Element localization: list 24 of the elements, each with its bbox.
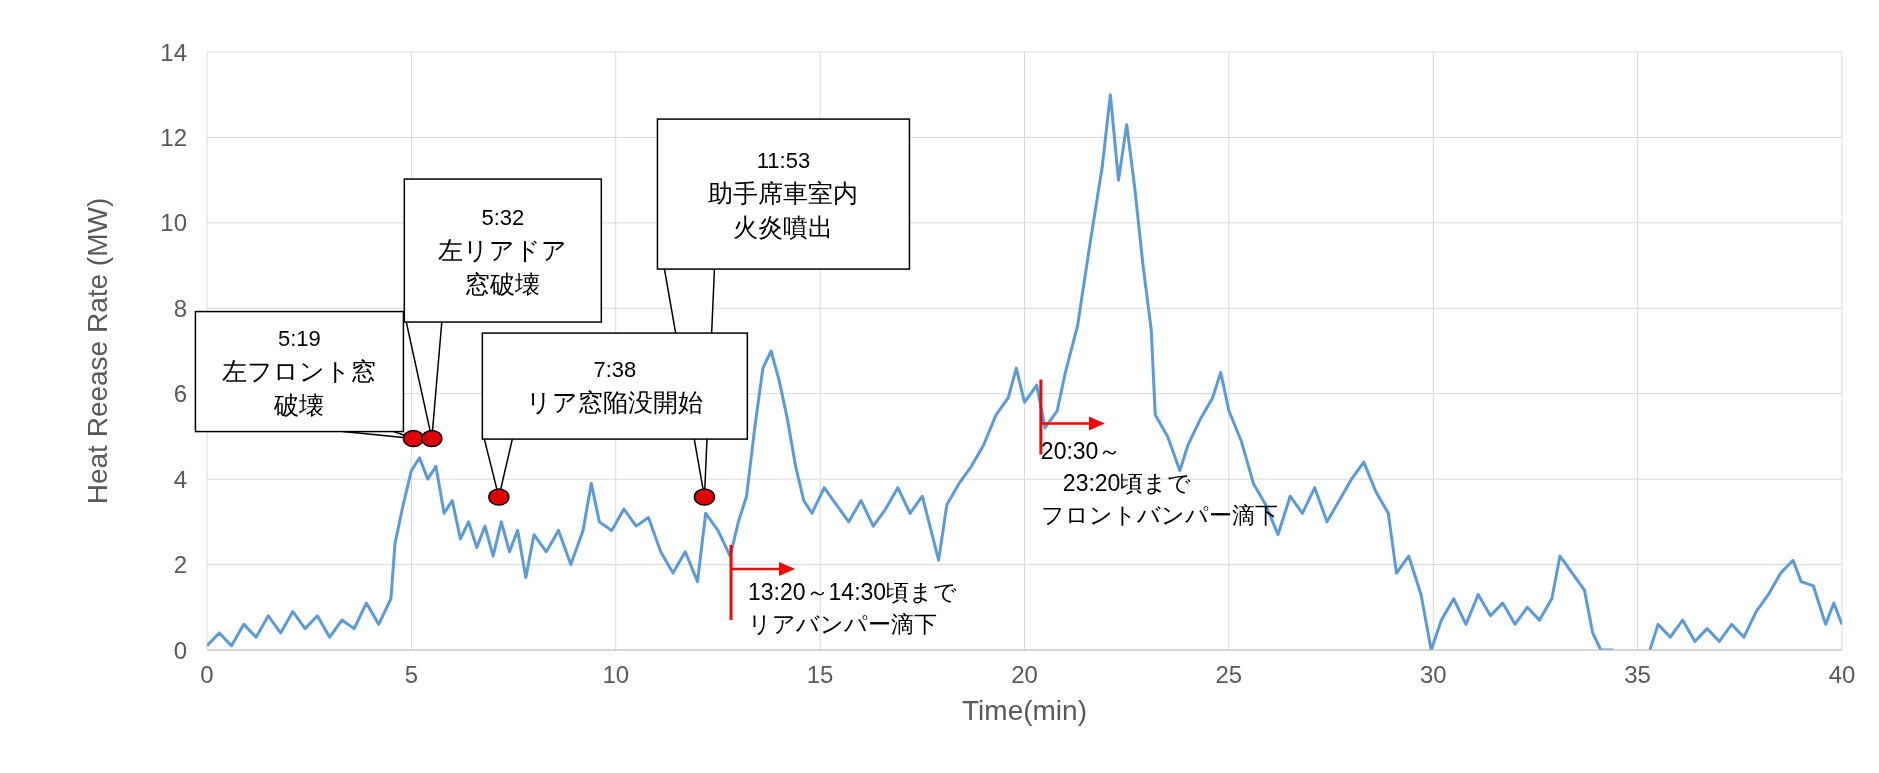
x-tick-label: 0: [200, 661, 214, 689]
x-tick-label: 25: [1215, 661, 1243, 689]
y-tick-label: 10: [160, 209, 187, 237]
y-tick-label: 6: [173, 380, 187, 408]
annotation: 7:38 リア窓陥没開始: [526, 357, 704, 417]
x-axis-title: Time(min): [962, 695, 1087, 726]
y-tick-label: 8: [173, 294, 187, 322]
x-tick-label: 20: [1011, 661, 1038, 689]
y-tick-label: 2: [173, 551, 187, 579]
x-tick-label: 30: [1419, 661, 1447, 689]
y-axis-title: Heat Reease Rate (MW): [81, 197, 113, 505]
y-tick-label: 4: [173, 465, 187, 493]
y-tick-label: 12: [160, 123, 187, 151]
x-tick-label: 35: [1624, 661, 1651, 689]
x-tick-label: 5: [404, 661, 419, 689]
annotation: 11:53 助手席車室内火炎噴出: [708, 148, 859, 242]
annotation: 5:32 左リアドア窓破壊: [438, 204, 568, 298]
annotation: 5:19 左フロント窓破壊: [222, 325, 377, 419]
x-tick-label: 15: [806, 661, 834, 689]
y-tick-label: 14: [160, 38, 187, 66]
annotation: 13:20～14:30頃までリアバンパー滴下: [748, 579, 958, 638]
x-tick-label: 10: [602, 661, 630, 689]
x-tick-label: 40: [1828, 661, 1856, 689]
y-tick-label: 0: [173, 636, 187, 664]
